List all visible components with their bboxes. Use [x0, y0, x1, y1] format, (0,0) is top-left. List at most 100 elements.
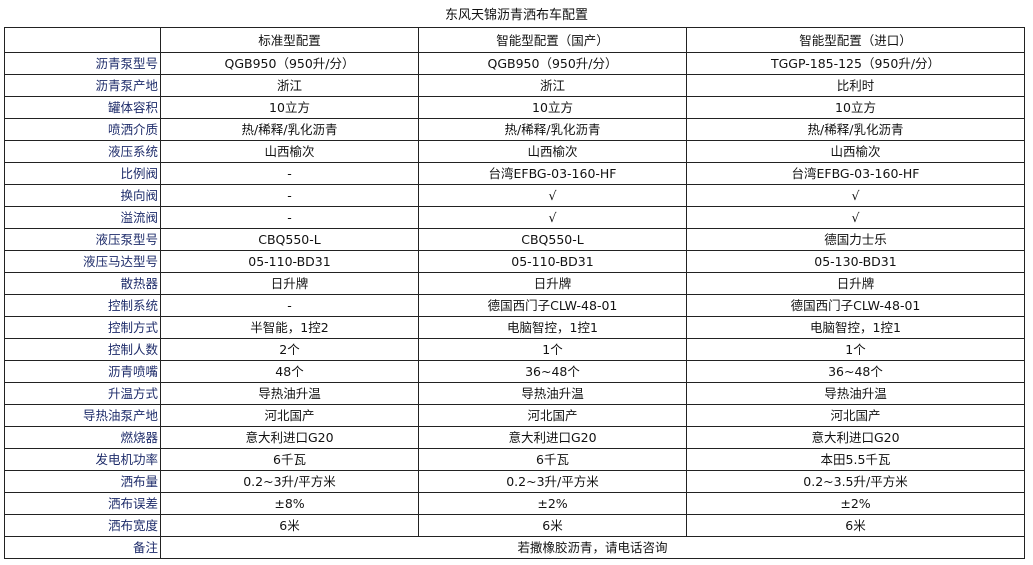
table-row: 洒布宽度 6米 6米 6米	[4, 514, 1025, 537]
table-row: 导热油泵产地 河北国产 河北国产 河北国产	[4, 404, 1025, 427]
header-cell: 智能型配置（进口）	[686, 27, 1025, 53]
row-value: -	[160, 162, 419, 185]
row-label: 沥青泵型号	[4, 52, 161, 75]
row-value: 热/稀释/乳化沥青	[686, 118, 1025, 141]
row-value: 河北国产	[418, 404, 687, 427]
row-value: CBQ550-L	[418, 228, 687, 251]
remark-value: 若撒橡胶沥青，请电话咨询	[160, 536, 1025, 559]
row-value: 日升牌	[160, 272, 419, 295]
row-value: 山西榆次	[160, 140, 419, 163]
row-value: 10立方	[686, 96, 1025, 119]
row-value: 36~48个	[686, 360, 1025, 383]
table-row: 沥青喷嘴 48个 36~48个 36~48个	[4, 360, 1025, 383]
row-value: 48个	[160, 360, 419, 383]
row-value: 2个	[160, 338, 419, 361]
row-value: 05-110-BD31	[418, 250, 687, 273]
row-value: 半智能，1控2	[160, 316, 419, 339]
table-row: 溢流阀 - √ √	[4, 206, 1025, 229]
table-row: 换向阀 - √ √	[4, 184, 1025, 207]
table-row: 散热器 日升牌 日升牌 日升牌	[4, 272, 1025, 295]
row-label: 比例阀	[4, 162, 161, 185]
row-value: 6米	[686, 514, 1025, 537]
row-value: ±2%	[418, 492, 687, 515]
row-value: 意大利进口G20	[686, 426, 1025, 449]
table-row: 升温方式 导热油升温 导热油升温 导热油升温	[4, 382, 1025, 405]
table-row: 控制系统 - 德国西门子CLW-48-01 德国西门子CLW-48-01	[4, 294, 1025, 317]
row-value: 05-130-BD31	[686, 250, 1025, 273]
row-value: 电脑智控，1控1	[686, 316, 1025, 339]
table-row: 液压马达型号 05-110-BD31 05-110-BD31 05-130-BD31	[4, 250, 1025, 273]
row-label: 液压马达型号	[4, 250, 161, 273]
row-label: 沥青喷嘴	[4, 360, 161, 383]
row-value: -	[160, 184, 419, 207]
row-label: 洒布误差	[4, 492, 161, 515]
table-row: 罐体容积 10立方 10立方 10立方	[4, 96, 1025, 119]
row-value: 1个	[418, 338, 687, 361]
row-value: 山西榆次	[418, 140, 687, 163]
table-row: 燃烧器 意大利进口G20 意大利进口G20 意大利进口G20	[4, 426, 1025, 449]
row-value: 河北国产	[160, 404, 419, 427]
row-value: √	[686, 184, 1025, 207]
row-value: √	[418, 206, 687, 229]
remark-label: 备注	[4, 536, 161, 559]
row-value: 6米	[160, 514, 419, 537]
row-value: ±8%	[160, 492, 419, 515]
row-value: 6千瓦	[160, 448, 419, 471]
row-value: 德国西门子CLW-48-01	[418, 294, 687, 317]
row-value: 0.2~3升/平方米	[160, 470, 419, 493]
table-row: 控制方式 半智能，1控2 电脑智控，1控1 电脑智控，1控1	[4, 316, 1025, 339]
row-value: 导热油升温	[686, 382, 1025, 405]
row-value: 浙江	[418, 74, 687, 97]
row-label: 控制方式	[4, 316, 161, 339]
row-value: 0.2~3升/平方米	[418, 470, 687, 493]
row-value: 热/稀释/乳化沥青	[160, 118, 419, 141]
row-value: 导热油升温	[418, 382, 687, 405]
row-value: TGGP-185-125（950升/分）	[686, 52, 1025, 75]
row-label: 导热油泵产地	[4, 404, 161, 427]
row-label: 升温方式	[4, 382, 161, 405]
table-row: 液压泵型号 CBQ550-L CBQ550-L 德国力士乐	[4, 228, 1025, 251]
row-value: √	[418, 184, 687, 207]
row-value: 山西榆次	[686, 140, 1025, 163]
header-cell: 智能型配置（国产）	[418, 27, 687, 53]
row-value: 热/稀释/乳化沥青	[418, 118, 687, 141]
row-value: 10立方	[160, 96, 419, 119]
table-row: 沥青泵型号 QGB950（950升/分） QGB950（950升/分） TGGP-18…	[4, 52, 1025, 75]
row-value: 导热油升温	[160, 382, 419, 405]
row-value: ±2%	[686, 492, 1025, 515]
row-value: 河北国产	[686, 404, 1025, 427]
row-value: 台湾EFBG-03-160-HF	[686, 162, 1025, 185]
row-value: 0.2~3.5升/平方米	[686, 470, 1025, 493]
row-value: 本田5.5千瓦	[686, 448, 1025, 471]
table-row: 比例阀 - 台湾EFBG-03-160-HF 台湾EFBG-03-160-HF	[4, 162, 1025, 185]
row-label: 散热器	[4, 272, 161, 295]
row-value: CBQ550-L	[160, 228, 419, 251]
row-value: 36~48个	[418, 360, 687, 383]
row-label: 喷洒介质	[4, 118, 161, 141]
row-value: 10立方	[418, 96, 687, 119]
table-row: 洒布量 0.2~3升/平方米 0.2~3升/平方米 0.2~3.5升/平方米	[4, 470, 1025, 493]
header-cell: 标准型配置	[160, 27, 419, 53]
header-row: 标准型配置 智能型配置（国产） 智能型配置（进口）	[4, 27, 1025, 53]
row-label: 发电机功率	[4, 448, 161, 471]
row-value: QGB950（950升/分）	[160, 52, 419, 75]
row-label: 洒布宽度	[4, 514, 161, 537]
table-row: 沥青泵产地 浙江 浙江 比利时	[4, 74, 1025, 97]
row-value: 德国西门子CLW-48-01	[686, 294, 1025, 317]
row-label: 溢流阀	[4, 206, 161, 229]
row-label: 换向阀	[4, 184, 161, 207]
row-value: 台湾EFBG-03-160-HF	[418, 162, 687, 185]
row-value: 日升牌	[686, 272, 1025, 295]
table-title: 东风天锦沥青洒布车配置	[444, 8, 588, 23]
row-value: 电脑智控，1控1	[418, 316, 687, 339]
row-label: 罐体容积	[4, 96, 161, 119]
row-value: 日升牌	[418, 272, 687, 295]
row-value: 6米	[418, 514, 687, 537]
row-value: 意大利进口G20	[418, 426, 687, 449]
row-value: 浙江	[160, 74, 419, 97]
row-label: 液压泵型号	[4, 228, 161, 251]
table-row: 控制人数 2个 1个 1个	[4, 338, 1025, 361]
row-value: 德国力士乐	[686, 228, 1025, 251]
table-row: 发电机功率 6千瓦 6千瓦 本田5.5千瓦	[4, 448, 1025, 471]
row-label: 洒布量	[4, 470, 161, 493]
